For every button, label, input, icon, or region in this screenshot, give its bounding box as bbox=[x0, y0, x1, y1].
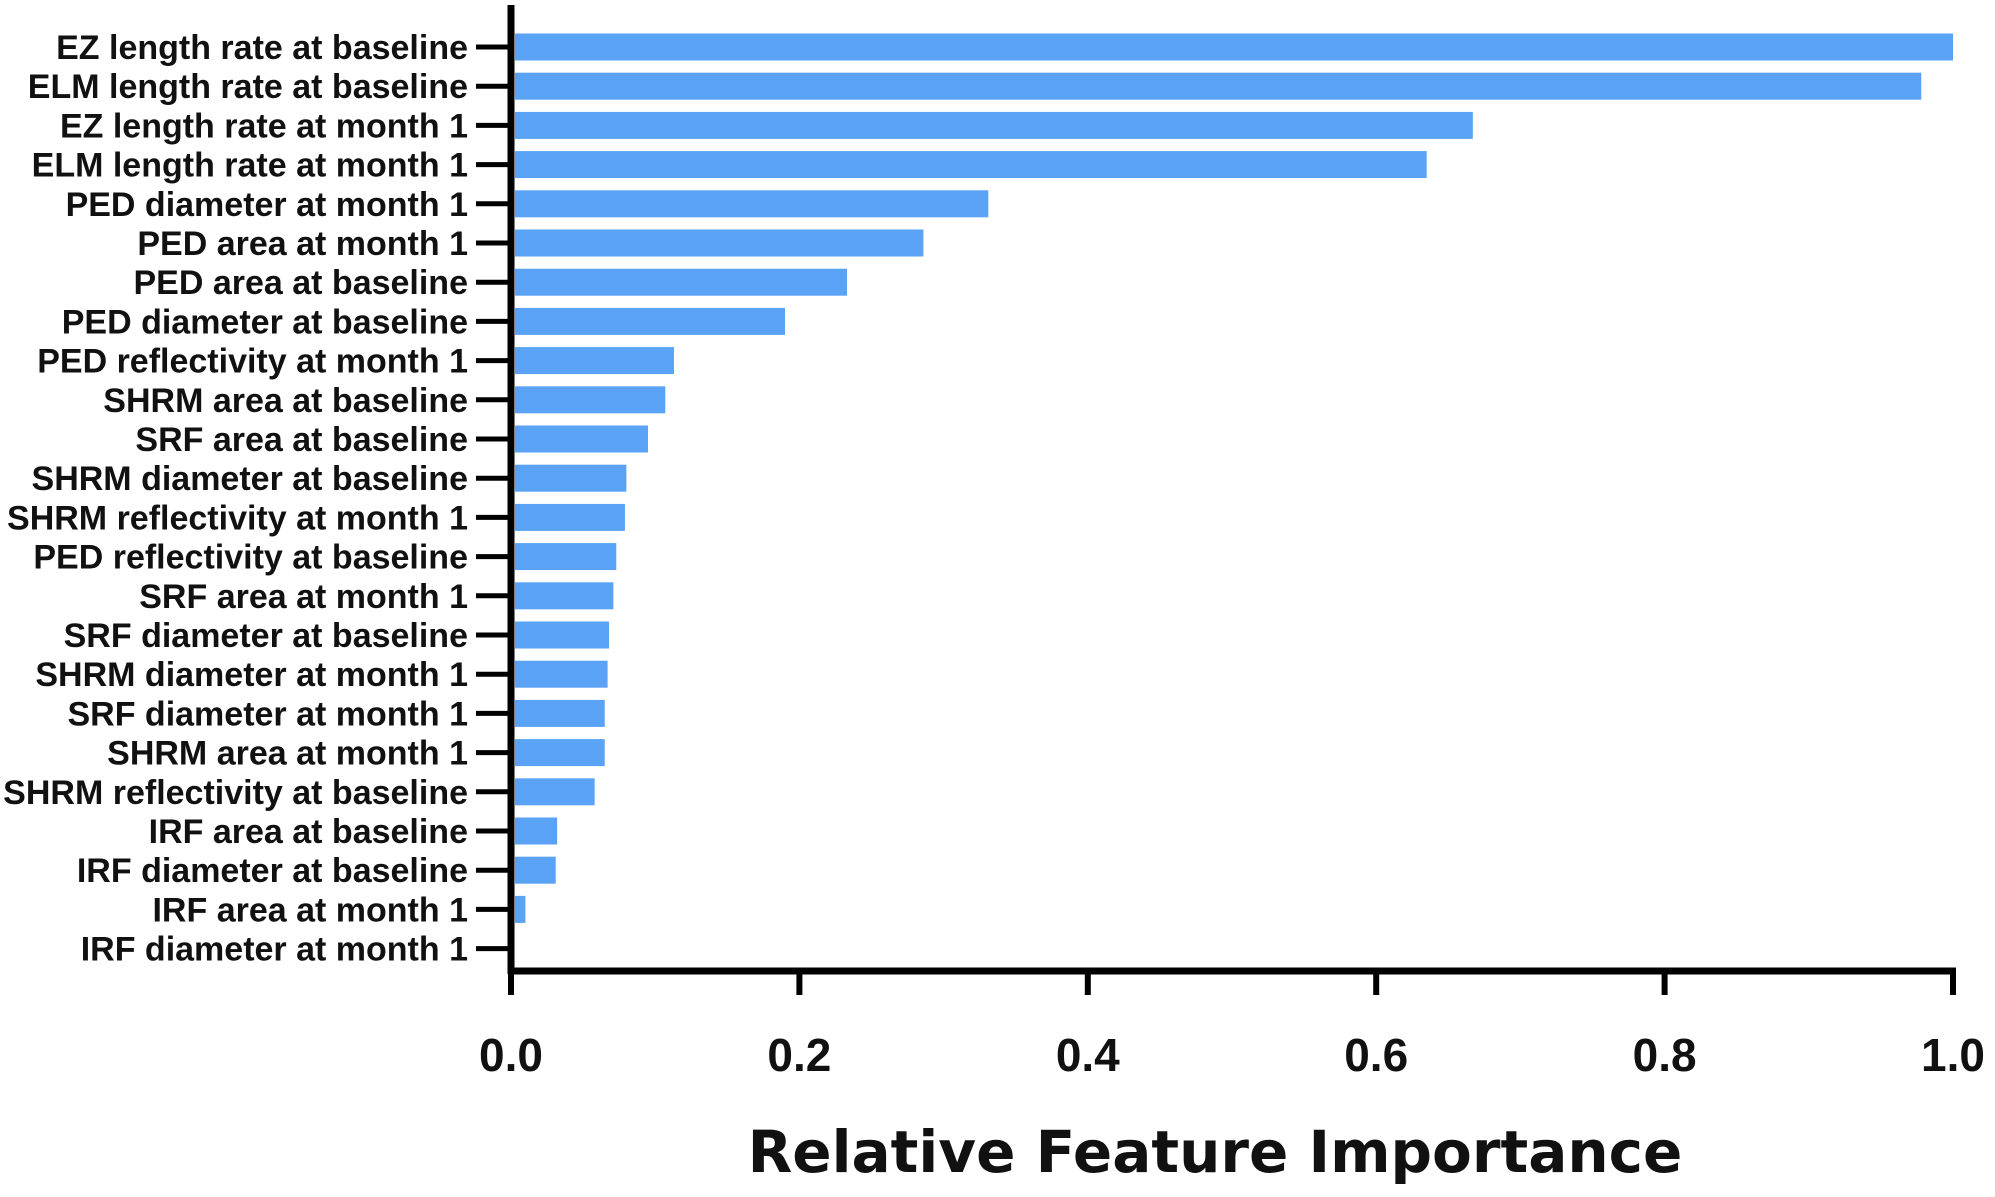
x-tick-label: 0.6 bbox=[1344, 1029, 1408, 1081]
bar bbox=[515, 543, 617, 571]
bar bbox=[515, 72, 1922, 100]
x-tick-label: 0.4 bbox=[1056, 1029, 1120, 1081]
x-tick-label: 1.0 bbox=[1921, 1029, 1985, 1081]
category-label: IRF area at baseline bbox=[149, 813, 468, 851]
category-label: SHRM area at baseline bbox=[103, 382, 468, 420]
bars-group bbox=[515, 33, 1953, 923]
category-label: SHRM diameter at month 1 bbox=[35, 656, 468, 694]
category-label: EZ length rate at month 1 bbox=[60, 107, 468, 145]
category-label: ELM length rate at month 1 bbox=[32, 147, 468, 185]
y-ticks-group bbox=[476, 44, 511, 952]
x-tick-labels-group: 0.0 0.2 0.4 0.6 0.8 1.0 bbox=[479, 1029, 1985, 1081]
category-label: SHRM reflectivity at baseline bbox=[3, 774, 468, 812]
bar bbox=[515, 582, 614, 610]
bar bbox=[515, 347, 674, 375]
category-label: PED diameter at baseline bbox=[62, 303, 468, 341]
bar bbox=[515, 739, 605, 767]
bar bbox=[515, 425, 648, 453]
bar bbox=[515, 856, 556, 884]
bar bbox=[515, 268, 847, 296]
x-ticks-group bbox=[508, 971, 1956, 995]
bar bbox=[515, 817, 558, 845]
x-axis-title: Relative Feature Importance bbox=[748, 1118, 1683, 1186]
bar bbox=[515, 660, 608, 688]
category-label: PED area at month 1 bbox=[137, 225, 468, 263]
category-label: PED reflectivity at baseline bbox=[33, 539, 468, 577]
category-label: SRF diameter at baseline bbox=[64, 617, 468, 655]
bar bbox=[515, 621, 610, 649]
category-label: SRF area at baseline bbox=[135, 421, 468, 459]
category-label: PED reflectivity at month 1 bbox=[37, 343, 468, 381]
bar bbox=[515, 229, 924, 257]
bar bbox=[515, 111, 1473, 139]
category-label: SRF area at month 1 bbox=[139, 578, 468, 616]
x-tick-label: 0.8 bbox=[1633, 1029, 1697, 1081]
category-label: IRF diameter at month 1 bbox=[81, 931, 468, 969]
bar bbox=[515, 190, 989, 218]
bar bbox=[515, 699, 605, 727]
x-tick-label: 0.0 bbox=[479, 1029, 543, 1081]
bar bbox=[515, 151, 1427, 179]
category-label: SHRM reflectivity at month 1 bbox=[7, 499, 468, 537]
category-label: IRF diameter at baseline bbox=[77, 852, 468, 890]
bar bbox=[515, 33, 1953, 61]
category-label: IRF area at month 1 bbox=[152, 891, 468, 929]
category-label: EZ length rate at baseline bbox=[56, 29, 468, 67]
category-label: SRF diameter at month 1 bbox=[67, 695, 468, 733]
category-label: PED diameter at month 1 bbox=[66, 186, 468, 224]
category-label: ELM length rate at baseline bbox=[28, 68, 468, 106]
bar bbox=[515, 503, 625, 531]
category-label: PED area at baseline bbox=[133, 264, 468, 302]
bar bbox=[515, 464, 627, 492]
x-tick-label: 0.2 bbox=[767, 1029, 831, 1081]
bar bbox=[515, 307, 785, 335]
category-label: SHRM diameter at baseline bbox=[32, 460, 468, 498]
bar bbox=[515, 895, 526, 923]
category-label: SHRM area at month 1 bbox=[107, 735, 468, 773]
bar bbox=[515, 386, 666, 414]
bar bbox=[515, 778, 595, 806]
